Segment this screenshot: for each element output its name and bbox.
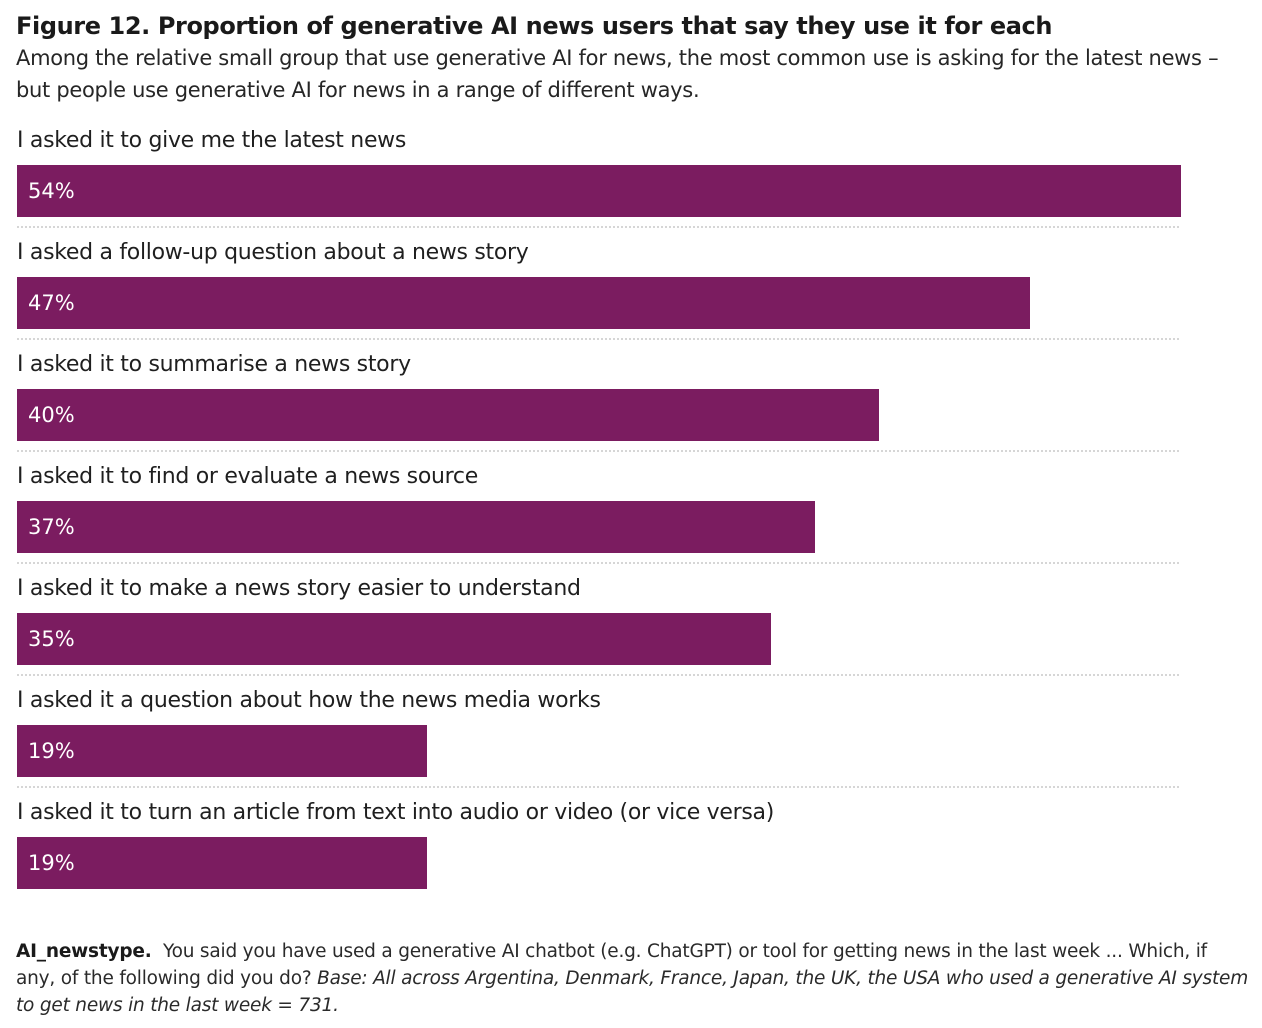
data-bar	[17, 725, 427, 777]
footnote-base: Base: All across Argentina, Denmark, Fra…	[16, 968, 1249, 1016]
bar-chart: I asked it to give me the latest news 54%…	[0, 112, 1262, 912]
data-bar	[17, 613, 771, 665]
category-label: I asked it a question about how the news…	[17, 688, 601, 713]
data-bar	[17, 837, 427, 889]
row-divider	[17, 226, 1179, 228]
data-bar	[17, 165, 1181, 217]
footnote: AI_newstype. You said you have used a ge…	[16, 938, 1251, 1019]
data-label: 37%	[28, 515, 75, 539]
category-label: I asked a follow-up question about a new…	[17, 240, 529, 265]
category-label: I asked it to give me the latest news	[17, 128, 407, 153]
row-divider	[17, 450, 1179, 452]
figure-subtitle: Among the relative small group that use …	[16, 46, 1219, 102]
data-label: 54%	[28, 179, 75, 203]
category-label: I asked it to make a news story easier t…	[17, 576, 581, 601]
data-label: 19%	[28, 739, 75, 763]
data-bar	[17, 389, 879, 441]
row-divider	[17, 562, 1179, 564]
category-label: I asked it to turn an article from text …	[17, 800, 775, 825]
data-label: 47%	[28, 291, 75, 315]
data-label: 35%	[28, 627, 75, 651]
row-divider	[17, 674, 1179, 676]
figure-title: Figure 12. Proportion of generative AI n…	[16, 12, 1053, 40]
footnote-question-code: AI_newstype.	[16, 941, 152, 962]
data-label: 40%	[28, 403, 75, 427]
data-bar	[17, 501, 815, 553]
category-label: I asked it to find or evaluate a news so…	[17, 464, 478, 489]
footnote-question-text: You said you have used a generative AI c…	[16, 941, 1207, 989]
category-label: I asked it to summarise a news story	[17, 352, 411, 377]
data-label: 19%	[28, 851, 75, 875]
row-divider	[17, 338, 1179, 340]
row-divider	[17, 786, 1179, 788]
data-bar	[17, 277, 1030, 329]
